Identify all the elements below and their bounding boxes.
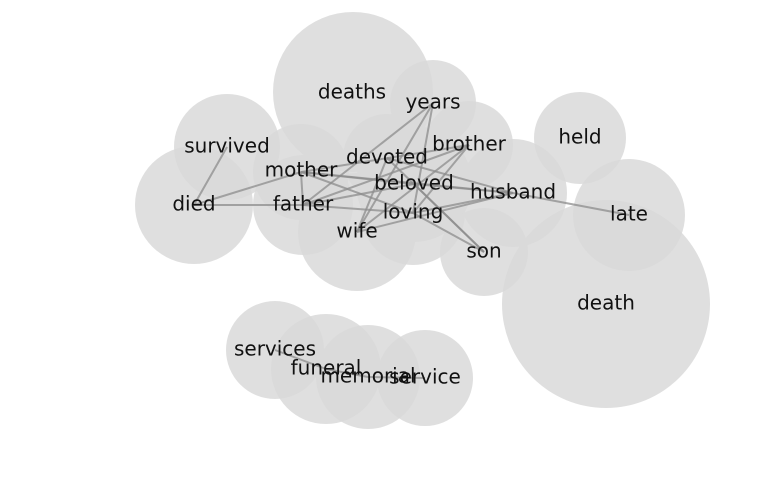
label-funeral: funeral (291, 356, 362, 380)
edge-mother-loving (300, 171, 414, 214)
label-died: died (172, 192, 215, 216)
edge-died-mother (193, 171, 302, 206)
edge-funeral-services (274, 349, 327, 370)
edge-years-loving (412, 102, 434, 214)
label-years: years (405, 90, 460, 114)
edge-loving-son (412, 212, 485, 253)
edge-years-father (302, 102, 434, 206)
edge-brother-mother (300, 144, 470, 173)
edge-funeral-memorial (325, 368, 369, 378)
edge-husband-late (512, 192, 630, 216)
edge-brother-loving (412, 144, 470, 214)
edge-mother-father (300, 171, 304, 206)
label-mother: mother (265, 158, 339, 182)
edges-layer (193, 102, 630, 379)
edge-brother-father (302, 144, 470, 206)
label-services: services (234, 337, 316, 361)
label-death: death (577, 291, 635, 315)
edge-devoted-husband (386, 157, 514, 194)
edge-beloved-husband (413, 183, 514, 194)
label-survived: survived (184, 134, 270, 158)
label-devoted: devoted (346, 145, 428, 169)
edge-memorial-service (367, 376, 426, 379)
edge-father-loving (302, 204, 414, 214)
label-son: son (466, 239, 501, 263)
label-service: service (389, 365, 461, 389)
label-memorial: memorial (320, 364, 415, 388)
label-loving: loving (383, 200, 444, 224)
label-brother: brother (432, 132, 507, 156)
edge-wife-husband (356, 192, 514, 233)
edge-brother-wife (356, 144, 470, 233)
label-beloved: beloved (374, 171, 454, 195)
label-father: father (273, 192, 334, 216)
edge-devoted-wife (356, 157, 388, 233)
label-husband: husband (470, 180, 556, 204)
label-held: held (558, 125, 601, 149)
edge-years-wife (356, 102, 434, 233)
bubble-held (534, 92, 626, 184)
edge-beloved-son (413, 183, 485, 253)
label-wife: wife (336, 219, 377, 243)
edge-died-survived (193, 146, 228, 206)
label-late: late (610, 202, 648, 226)
edge-father-beloved (302, 183, 415, 206)
label-deaths: deaths (318, 80, 386, 104)
